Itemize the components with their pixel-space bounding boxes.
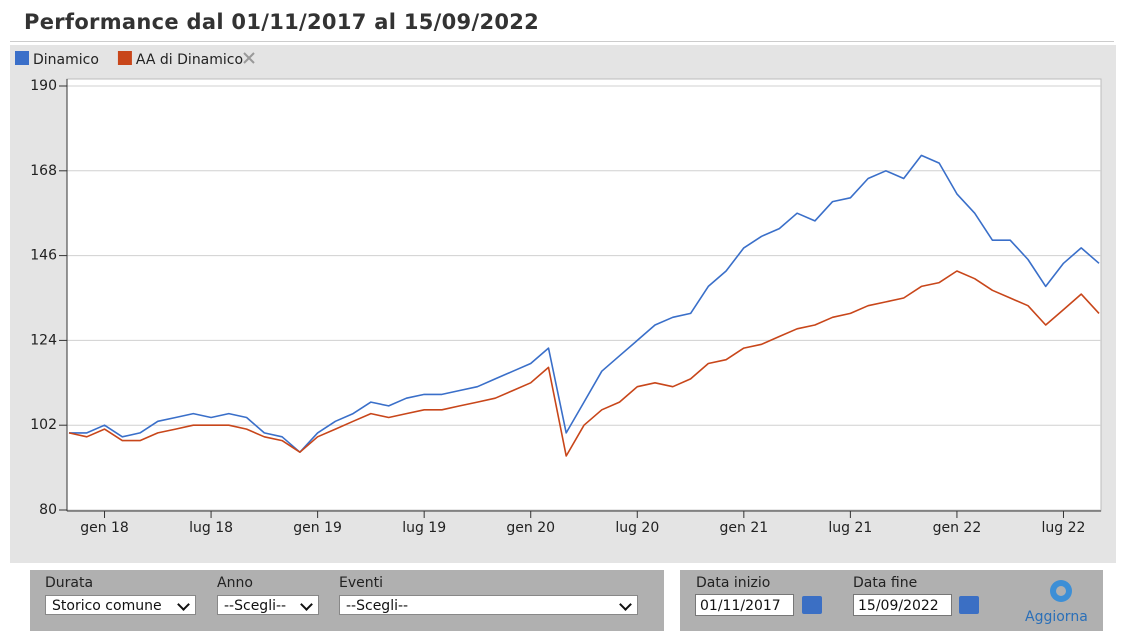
x-tick-label: lug 19 (402, 520, 446, 536)
y-tick-label: 80 (39, 502, 57, 518)
date-input[interactable]: 01/11/2017 (695, 594, 794, 616)
y-tick-label: 124 (30, 332, 57, 348)
x-tick-label: gen 21 (720, 520, 769, 536)
legend-swatch (117, 51, 132, 65)
y-tick-label: 168 (30, 163, 57, 179)
y-tick-label: 190 (30, 78, 57, 94)
title-rule (10, 41, 1114, 42)
chart-title: Performance dal 01/11/2017 al 15/09/2022 (24, 10, 540, 34)
y-tick-label: 102 (30, 417, 57, 433)
select[interactable]: --Scegli-- (217, 595, 319, 615)
label: Data fine (853, 575, 918, 591)
x-tick-label: lug 20 (615, 520, 659, 536)
legend-swatch (15, 51, 29, 65)
label: Data inizio (696, 575, 771, 591)
label: Eventi (339, 575, 383, 591)
calendar-button[interactable] (802, 596, 822, 614)
date-input[interactable]: 15/09/2022 (853, 594, 952, 616)
plot-area (66, 78, 1102, 512)
calendar-button[interactable] (959, 596, 979, 614)
x-tick-label: lug 21 (828, 520, 872, 536)
legend-label: Dinamico (33, 52, 99, 68)
x-tick-label: lug 22 (1042, 520, 1086, 536)
x-tick-label: gen 18 (80, 520, 129, 536)
x-tick-label: gen 19 (293, 520, 342, 536)
series-line (69, 154, 1100, 453)
refresh-icon[interactable] (1046, 577, 1076, 605)
legend-close[interactable] (243, 52, 255, 64)
x-tick-label: gen 22 (933, 520, 982, 536)
y-tick-label: 146 (30, 248, 57, 264)
x-tick-label: gen 20 (506, 520, 555, 536)
select[interactable]: --Scegli-- (339, 595, 638, 615)
series-line (68, 270, 1100, 457)
select[interactable]: Storico comune (45, 595, 196, 615)
refresh-button[interactable]: Aggiorna (1025, 609, 1088, 625)
label: Anno (217, 575, 253, 591)
label: Durata (45, 575, 94, 591)
legend-label: AA di Dinamico (136, 52, 243, 68)
x-tick-label: lug 18 (189, 520, 233, 536)
